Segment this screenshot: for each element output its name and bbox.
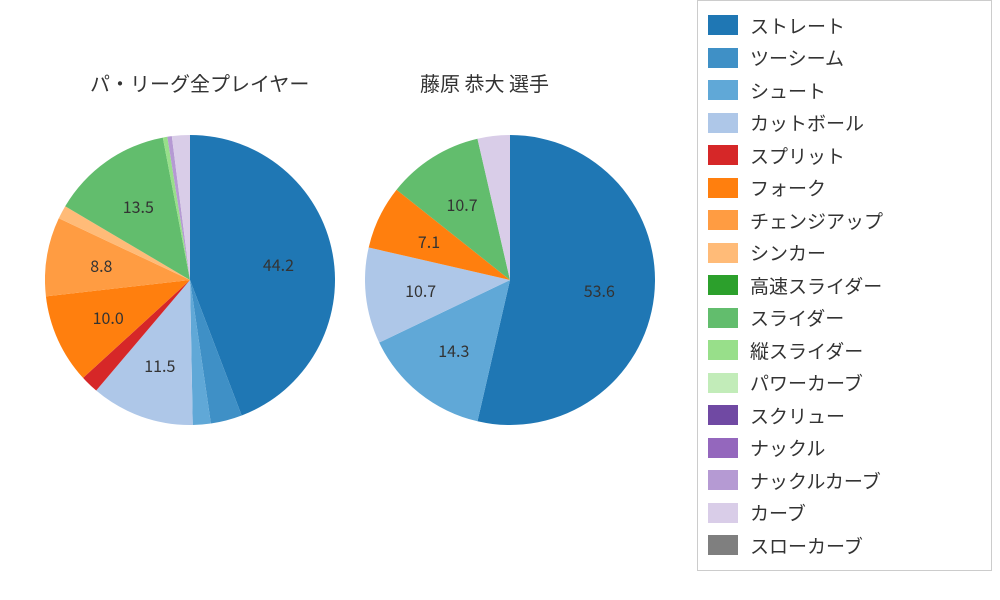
legend-item: カーブ <box>708 497 981 530</box>
legend-label: チェンジアップ <box>750 207 883 234</box>
legend-label: カーブ <box>750 499 806 526</box>
legend: ストレートツーシームシュートカットボールスプリットフォークチェンジアップシンカー… <box>697 0 992 571</box>
legend-item: 高速スライダー <box>708 269 981 302</box>
legend-item: ツーシーム <box>708 42 981 75</box>
legend-item: ナックル <box>708 432 981 465</box>
legend-label: ストレート <box>750 12 845 39</box>
legend-swatch <box>708 145 738 165</box>
legend-item: フォーク <box>708 172 981 205</box>
legend-item: パワーカーブ <box>708 367 981 400</box>
legend-label: シンカー <box>750 239 826 266</box>
legend-label: パワーカーブ <box>750 369 863 396</box>
legend-label: スクリュー <box>750 402 845 429</box>
legend-label: 高速スライダー <box>750 272 882 299</box>
legend-swatch <box>708 438 738 458</box>
legend-label: スプリット <box>750 142 845 169</box>
chart-title-league: パ・リーグ全プレイヤー <box>90 68 309 97</box>
stage: パ・リーグ全プレイヤー 44.211.510.08.813.5 藤原 恭大 選手… <box>0 0 1000 600</box>
legend-item: チェンジアップ <box>708 204 981 237</box>
legend-item: スローカーブ <box>708 529 981 562</box>
legend-label: スライダー <box>750 304 844 331</box>
legend-label: シュート <box>750 77 826 104</box>
legend-label: フォーク <box>750 174 826 201</box>
legend-item: シンカー <box>708 237 981 270</box>
legend-label: スローカーブ <box>750 532 863 559</box>
pie-svg <box>365 135 655 425</box>
legend-item: カットボール <box>708 107 981 140</box>
legend-swatch <box>708 405 738 425</box>
legend-swatch <box>708 373 738 393</box>
legend-item: スライダー <box>708 302 981 335</box>
pie-chart-player: 53.614.310.77.110.7 <box>365 135 655 425</box>
legend-label: ツーシーム <box>750 44 844 71</box>
legend-swatch <box>708 308 738 328</box>
legend-label: ナックルカーブ <box>750 467 881 494</box>
legend-label: ナックル <box>750 434 825 461</box>
legend-swatch <box>708 15 738 35</box>
legend-swatch <box>708 243 738 263</box>
legend-label: 縦スライダー <box>750 337 863 364</box>
legend-swatch <box>708 503 738 523</box>
chart-title-player: 藤原 恭大 選手 <box>420 68 549 97</box>
legend-item: 縦スライダー <box>708 334 981 367</box>
legend-swatch <box>708 178 738 198</box>
legend-swatch <box>708 113 738 133</box>
legend-swatch <box>708 535 738 555</box>
legend-item: ナックルカーブ <box>708 464 981 497</box>
legend-item: スクリュー <box>708 399 981 432</box>
legend-swatch <box>708 80 738 100</box>
legend-item: ストレート <box>708 9 981 42</box>
legend-swatch <box>708 340 738 360</box>
pie-svg <box>45 135 335 425</box>
legend-item: シュート <box>708 74 981 107</box>
legend-swatch <box>708 470 738 490</box>
legend-swatch <box>708 48 738 68</box>
legend-item: スプリット <box>708 139 981 172</box>
legend-swatch <box>708 210 738 230</box>
legend-label: カットボール <box>750 109 864 136</box>
pie-chart-league: 44.211.510.08.813.5 <box>45 135 335 425</box>
legend-swatch <box>708 275 738 295</box>
